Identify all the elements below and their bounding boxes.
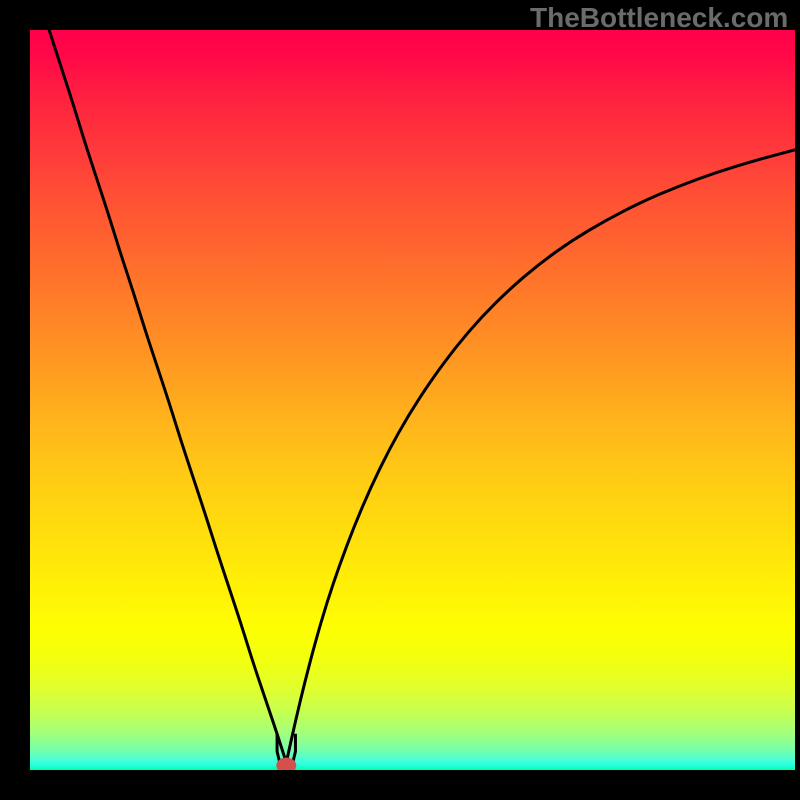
gradient-background <box>30 30 795 770</box>
plot-svg <box>30 30 795 770</box>
plot-area <box>30 30 795 770</box>
chart-frame: TheBottleneck.com <box>0 0 800 800</box>
watermark-text: TheBottleneck.com <box>530 2 788 34</box>
